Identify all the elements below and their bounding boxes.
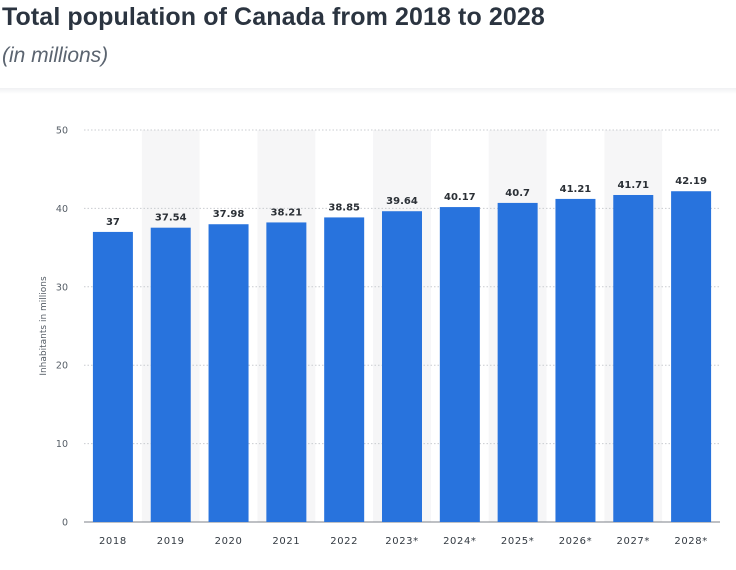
x-tick-label: 2020: [215, 536, 243, 547]
bars: [92, 191, 712, 523]
bar-chart: 0 10 20 30 40 50 37 37.54 37.98 38.21 38.85 39.64 4…: [39, 126, 720, 547]
x-tick-label: 2018: [99, 536, 127, 547]
y-tick-label: 40: [56, 204, 68, 215]
x-tick-label: 2025*: [501, 536, 534, 547]
data-label: 40.17: [444, 192, 476, 203]
x-tick-label: 2019: [157, 536, 185, 547]
data-label: 42.19: [675, 176, 707, 187]
x-tick-label: 2022: [330, 536, 358, 547]
page-subtitle: (in millions): [2, 44, 109, 67]
page-title: Total population of Canada from 2018 to …: [2, 3, 545, 31]
x-tick-label: 2021: [272, 536, 300, 547]
data-label: 41.21: [560, 184, 592, 195]
bar[interactable]: [613, 194, 654, 522]
y-tick-label: 0: [62, 518, 68, 529]
data-label: 41.71: [617, 180, 649, 191]
bar[interactable]: [439, 207, 480, 522]
data-labels: 37 37.54 37.98 38.21 38.85 39.64 40.17 40.7 41.2…: [106, 176, 707, 228]
y-tick-label: 20: [56, 361, 68, 372]
bar[interactable]: [208, 224, 249, 522]
bar[interactable]: [671, 191, 712, 522]
bar[interactable]: [555, 198, 596, 522]
data-label: 38.85: [328, 202, 360, 213]
data-label: 38.21: [271, 207, 303, 218]
y-tick-label: 30: [56, 282, 68, 293]
data-label: 37.54: [155, 213, 187, 224]
bar[interactable]: [92, 231, 133, 523]
bar[interactable]: [497, 202, 538, 523]
x-tick-label: 2023*: [385, 536, 418, 547]
data-label: 40.7: [505, 188, 530, 199]
bar[interactable]: [150, 227, 191, 522]
data-label: 37.98: [213, 209, 245, 220]
y-tick-label: 10: [56, 439, 68, 450]
y-tick-label: 50: [56, 126, 68, 137]
bar[interactable]: [382, 211, 422, 522]
x-tick-label: 2027*: [617, 536, 650, 547]
x-tick-label: 2024*: [443, 536, 476, 547]
data-label: 39.64: [386, 196, 418, 207]
x-tick-label: 2028*: [674, 536, 707, 547]
x-tick-labels: 2018 2019 2020 2021 2022 2023* 2024* 2025* 2026*…: [99, 536, 707, 547]
data-label: 37: [106, 217, 120, 228]
chart-container: 0 10 20 30 40 50 37 37.54 37.98 38.21 38.85 39.64 4…: [0, 92, 736, 570]
y-tick-labels: 0 10 20 30 40 50: [56, 126, 68, 529]
y-axis-label: Inhabitants in millions: [39, 276, 49, 376]
panel-shadow: [0, 88, 736, 94]
x-tick-label: 2026*: [559, 536, 592, 547]
bar[interactable]: [324, 217, 365, 522]
bar[interactable]: [266, 222, 307, 522]
